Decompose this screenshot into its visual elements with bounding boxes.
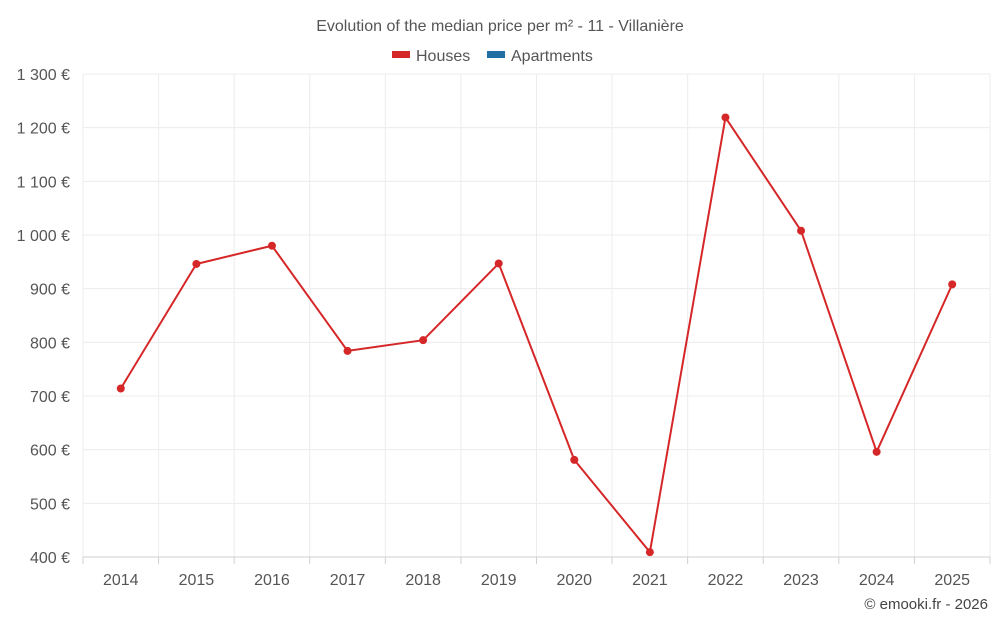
y-tick-label: 600 € [30,443,70,460]
x-tick-label: 2016 [254,572,290,589]
y-tick-label: 400 € [30,550,70,567]
y-tick-label: 1 100 € [17,174,70,191]
data-point-houses[interactable] [419,336,428,345]
y-tick-label: 1 000 € [17,228,70,245]
y-tick-label: 700 € [30,389,70,406]
axes [82,556,991,564]
data-point-houses[interactable] [797,226,806,235]
data-point-houses[interactable] [116,384,125,393]
x-tick-label: 2019 [481,572,517,589]
x-tick-label: 2021 [632,572,668,589]
data-point-houses[interactable] [192,259,201,268]
series-line-houses [119,116,954,554]
data-point-houses[interactable] [948,280,957,289]
data-point-houses[interactable] [267,241,276,250]
legend-label-houses[interactable]: Houses [416,48,470,65]
x-tick-label: 2020 [556,572,592,589]
data-point-houses[interactable] [570,455,579,464]
series-houses [116,113,957,557]
copyright-text: © emooki.fr - 2026 [864,596,988,613]
legend-label-apartments[interactable]: Apartments [511,48,593,65]
legend-swatch-apartments [487,51,505,58]
y-tick-label: 500 € [30,496,70,513]
x-tick-label: 2025 [934,572,970,589]
legend: Houses Apartments [392,48,593,65]
x-tick-label: 2018 [405,572,441,589]
x-tick-label: 2023 [783,572,819,589]
data-point-houses[interactable] [343,346,352,355]
y-tick-labels: 400 € 500 € 600 € 700 € 800 € 900 € 1 000 € 1 1… [17,67,70,567]
x-tick-label: 2022 [708,572,744,589]
x-tick-labels: 2014 2015 2016 2017 2018 2019 2020 2021 2022 2023… [103,572,970,589]
data-point-houses[interactable] [721,113,730,122]
data-point-houses[interactable] [872,447,881,456]
x-tick-label: 2014 [103,572,139,589]
x-tick-label: 2015 [179,572,215,589]
chart-title: Evolution of the median price per m² - 1… [316,18,684,35]
legend-swatch-houses [392,51,410,58]
data-point-houses[interactable] [494,259,503,268]
x-tick-label: 2024 [859,572,895,589]
data-point-houses[interactable] [645,548,654,557]
y-tick-label: 800 € [30,335,70,352]
x-tick-label: 2017 [330,572,366,589]
y-tick-label: 1 200 € [17,121,70,138]
y-tick-label: 900 € [30,282,70,299]
y-tick-label: 1 300 € [17,67,70,84]
grid [82,73,991,557]
